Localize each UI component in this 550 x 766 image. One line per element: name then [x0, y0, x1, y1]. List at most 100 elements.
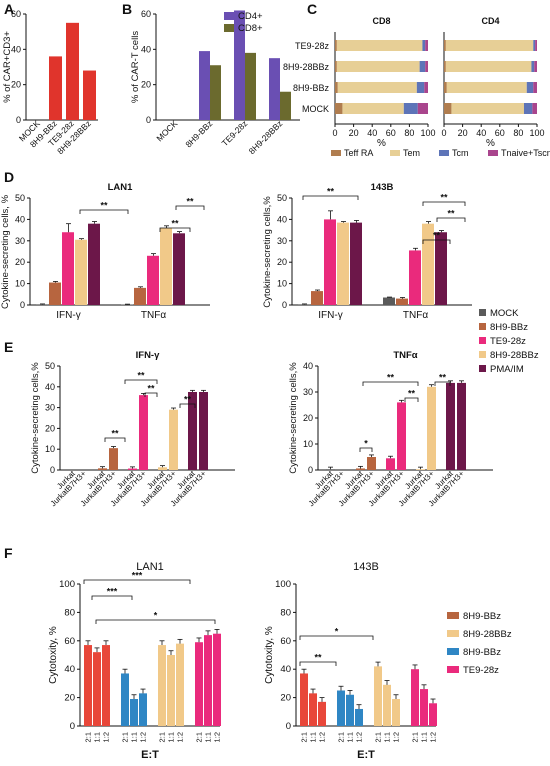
panel-e-tnfa-y-label: Cytokine-secreting cells,% — [288, 362, 299, 474]
panel-e-tnfa-bar — [326, 469, 335, 470]
panel-d-143b-significance-label: ** — [447, 209, 455, 219]
panel-c-cd8-bar-segment — [403, 103, 418, 114]
panel-d-143b-x-tick-label: TNFα — [403, 310, 428, 321]
panel-d-143b-y-tick-label: 30 — [277, 236, 287, 246]
panel-d-lan1-x-tick-label: TNFα — [141, 310, 166, 321]
panel-f-lan1-y-tick-label: 0 — [70, 721, 75, 732]
panel-d-lan1-significance-label: ** — [186, 197, 194, 207]
panel-f-143b-bar — [383, 684, 391, 726]
panel-e-tnfa-significance-label: ** — [439, 373, 447, 383]
panel-d-143b-x-tick-label: IFN-γ — [318, 310, 342, 321]
panel-b-legend-swatch — [224, 24, 234, 32]
panel-f-143b-x-tick-label: 1:2 — [318, 732, 327, 742]
panel-d-143b-bar — [324, 219, 336, 305]
panel-c-cd4-bar-segment — [535, 40, 537, 51]
panel-d-143b-bar — [409, 250, 421, 305]
panel-b-bar — [280, 91, 291, 120]
panel-f-143b-bar — [337, 690, 345, 726]
panel-b-x-tick-label: MOCK — [154, 118, 179, 143]
panel-b-y-tick-label: 60 — [141, 9, 151, 19]
panel-f-143b-y-tick-label: 0 — [286, 721, 291, 732]
panel-c-chart: CD8 0 20 40 60 80 100% TE9-28z 8H9-28BBz 8H9-BBz M… — [283, 16, 550, 158]
panel-d-143b-bar — [383, 297, 395, 305]
panel-c-cd4-x-label: % — [486, 138, 495, 149]
panel-c-cd8-x-tick-label: 60 — [386, 128, 396, 138]
panel-f-lan1-significance — [91, 595, 133, 600]
panel-f-lan1-bar — [213, 633, 221, 726]
panel-b-y-tick-label: 20 — [141, 80, 151, 90]
panel-e-tnfa-significance — [359, 447, 373, 452]
panel-d-lan1-y-tick-label: 10 — [15, 279, 25, 289]
panel-c-cd4-bar-segment — [523, 103, 533, 114]
panel-f-143b-bar — [392, 699, 400, 726]
panel-d-143b-significance — [302, 195, 359, 200]
panel-f-143b-bar — [411, 669, 419, 726]
panel-c-cd8-bar-segment — [422, 40, 426, 51]
panel-f-143b-significance-label: ** — [314, 653, 322, 663]
panel-d-lan1-y-tick-label: 30 — [15, 236, 25, 246]
panel-d-lan1-y-tick-label: 0 — [20, 300, 25, 310]
panel-b-x-tick-label: TE9-28z — [220, 118, 250, 148]
panel-f-lan1-bar — [195, 642, 203, 726]
panel-c-cd8-bar-segment — [336, 40, 423, 51]
panel-e-tnfa-y-tick-label: 20 — [303, 413, 313, 423]
panel-e-tnfa-y-tick-label: 40 — [303, 361, 313, 371]
panel-c-cd8-x-tick-label: 80 — [404, 128, 414, 138]
panel-e-tnfa-significance-label: ** — [408, 389, 416, 399]
panel-c-cd4-bar-segment — [445, 61, 532, 72]
panel-c-legend-label: Tcm — [452, 148, 469, 158]
panel-letter-a: A — [4, 1, 14, 17]
panel-f-lan1-x-tick-label: 1:1 — [204, 732, 213, 742]
panel-c-cd4-title: CD4 — [481, 16, 499, 26]
panel-e-tnfa-bar — [386, 458, 395, 470]
panel-f-143b-bar — [429, 703, 437, 726]
panel-c-cd4-bar-segment — [532, 103, 537, 114]
panel-d-legend-label: 8H9-28BBz — [490, 350, 539, 361]
panel-e-ifng-significance — [124, 379, 158, 384]
panel-c-cd4-bar-segment — [531, 61, 535, 72]
panel-e-ifng-bar — [158, 467, 167, 470]
panel-c-cd8-bar-segment — [335, 61, 337, 72]
panel-f-143b-significance-label: * — [335, 627, 339, 637]
panel-c-legend-swatch — [439, 150, 449, 156]
panel-b-legend-label: CD4+ — [238, 11, 263, 22]
panel-f-legend-label: TE9-28z — [463, 665, 499, 676]
panel-e-ifng-bar — [139, 395, 148, 470]
panel-e-tnfa-significance-label: * — [364, 439, 368, 449]
panel-f-lan1-x-tick-label: 1:2 — [139, 732, 148, 742]
panel-d-lan1-bar — [75, 239, 87, 305]
panel-d-lan1-significance-label: ** — [171, 219, 179, 229]
panel-f-lan1-bar — [130, 699, 138, 726]
panel-a-y-tick-label: 0 — [16, 115, 21, 125]
panel-f-143b-x-tick-label: 1:2 — [429, 732, 438, 742]
panel-c-legend-label: Tnaive+Tscm — [501, 148, 550, 158]
panel-c-legend-label: Teff RA — [344, 148, 373, 158]
panel-d-143b-significance — [436, 217, 466, 222]
panel-d-143b-title: 143B — [371, 182, 394, 193]
panel-c-cd4-x-tick-label: 20 — [458, 128, 468, 138]
panel-c-cd4-bar-segment — [451, 103, 524, 114]
panel-b-y-tick-label: 40 — [141, 44, 151, 54]
panel-d-lan1-significance-label: ** — [100, 201, 108, 211]
panel-d-143b-bar — [422, 223, 434, 305]
panel-e-tnfa-significance — [434, 381, 451, 386]
panel-f-143b-y-tick-label: 40 — [280, 664, 291, 675]
panel-f-lan1-title: LAN1 — [136, 561, 164, 573]
panel-d-lan1-significance — [159, 227, 191, 232]
panel-c-cd4-bar-segment — [444, 40, 446, 51]
panel-d-legend-swatch — [479, 323, 486, 330]
panel-e-ifng-y-tick-label: 40 — [45, 382, 55, 392]
panel-f-143b-bar — [300, 673, 308, 726]
panel-c-cd4-x-tick-label: 80 — [513, 128, 523, 138]
panel-f-143b-x-label: E:T — [357, 749, 375, 761]
panel-c-cd4: CD4 0 20 40 60 80 100% — [441, 16, 544, 149]
panel-b-legend-label: CD8+ — [238, 23, 263, 34]
panel-b-bar — [234, 10, 245, 120]
panel-e-ifng-bar — [199, 392, 208, 470]
panel-c-cd8-title: CD8 — [372, 16, 390, 26]
panel-d-lan1-x-tick-label: IFN-γ — [56, 310, 80, 321]
panel-e-tnfa-bar — [457, 382, 466, 470]
panel-d-143b-bar — [396, 298, 408, 305]
panel-e-ifng-title: IFN-γ — [136, 350, 160, 361]
panel-f-lan1-significance-label: *** — [107, 587, 118, 597]
